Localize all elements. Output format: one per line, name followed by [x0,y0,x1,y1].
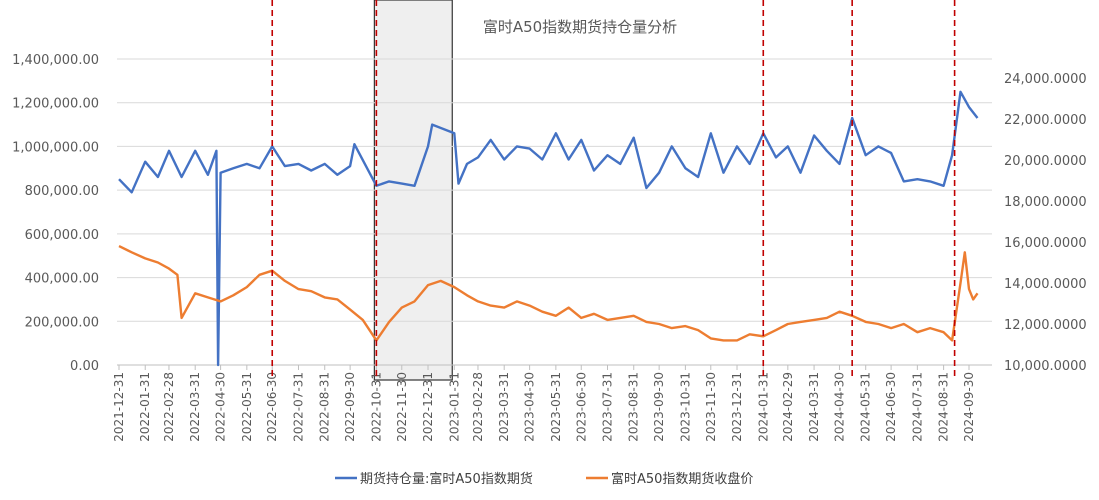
left-y-axis: 0.00 200,000.00 400,000.00 600,000.00 800,00… [12,53,99,374]
x-axis-tick-label: 2024-02-29 [781,372,795,442]
x-axis-tick-label: 2024-07-31 [910,372,924,442]
gridlines [117,58,992,366]
legend-item-close-price[interactable]: 富时A50指数期货收盘价 [586,471,753,487]
left-axis-tick-label: 1,000,000.00 [12,140,99,155]
x-axis-tick-label: 2022-09-30 [343,372,357,442]
x-axis-tick-label: 2022-06-30 [265,372,279,442]
x-axis-tick-label: 2023-09-30 [652,372,666,442]
right-axis-tick-label: 14,000.0000 [1004,277,1087,292]
x-axis-tick-label: 2022-03-31 [188,372,202,442]
left-axis-tick-label: 1,200,000.00 [12,97,99,112]
x-axis-tick-label: 2022-08-31 [318,372,332,442]
x-axis-tick-label: 2022-01-31 [138,372,152,442]
x-axis-tick-label: 2024-04-30 [832,372,846,442]
x-axis-tick-label: 2024-06-30 [884,372,898,442]
x-axis-tick-label: 2023-07-31 [600,372,614,442]
right-axis-tick-label: 12,000.0000 [1004,318,1087,333]
x-axis-tick-label: 2023-08-31 [627,372,641,442]
x-axis-tick-label: 2024-09-30 [962,372,976,442]
left-axis-tick-label: 800,000.00 [25,184,99,199]
x-axis-tick-label: 2023-11-30 [704,372,718,442]
x-axis-tick-label: 2023-04-30 [523,372,537,442]
x-axis-tick-label: 2023-03-31 [497,372,511,442]
legend: 期货持仓量:富时A50指数期货 富时A50指数期货收盘价 [335,471,753,487]
right-axis-tick-label: 24,000.0000 [1004,72,1087,87]
x-axis-tick-label: 2023-02-28 [471,372,485,442]
series-lines [118,90,979,367]
x-axis-tick-label: 2023-06-30 [574,372,588,442]
chart-title: 富时A50指数期货持仓量分析 [483,18,677,36]
x-axis-tick-label: 2022-02-28 [162,372,176,442]
left-axis-tick-label: 200,000.00 [25,315,99,330]
right-axis-tick-label: 20,000.0000 [1004,154,1087,169]
x-axis-tick-label: 2024-03-31 [807,372,821,442]
legend-item-open-interest[interactable]: 期货持仓量:富时A50指数期货 [335,471,533,487]
left-axis-tick-label: 0.00 [70,359,99,374]
left-axis-tick-label: 1,400,000.00 [12,53,99,68]
legend-label: 富时A50指数期货收盘价 [611,471,753,487]
x-axis-tick-label: 2022-05-31 [240,372,254,442]
x-axis-tick-label: 2023-01-31 [447,372,461,442]
right-axis-tick-label: 16,000.0000 [1004,236,1087,251]
x-axis-tick-label: 2023-12-31 [730,372,744,442]
x-axis-tick-label: 2024-05-31 [859,372,873,442]
x-axis-tick-label: 2022-10-31 [369,372,383,442]
x-axis-tick-label: 2022-12-31 [421,372,435,442]
legend-label: 期货持仓量:富时A50指数期货 [360,471,533,487]
close-price-line [118,245,979,342]
x-axis: 2021-12-31 2022-01-31 2022-02-28 2022-03-31… [112,365,976,442]
x-axis-tick-label: 2021-12-31 [112,372,126,442]
x-axis-tick-label: 2023-05-31 [549,372,563,442]
x-axis-tick-label: 2022-04-30 [214,372,228,442]
x-axis-tick-label: 2022-11-30 [395,372,409,442]
right-axis-tick-label: 22,000.0000 [1004,113,1087,128]
x-axis-tick-label: 2022-07-31 [291,372,305,442]
left-axis-tick-label: 400,000.00 [25,272,99,287]
open-interest-line [118,90,979,367]
x-axis-tick-label: 2024-01-31 [756,372,770,442]
event-marker-lines [271,0,956,380]
right-axis-tick-label: 18,000.0000 [1004,195,1087,210]
x-axis-tick-label: 2024-08-31 [937,372,951,442]
x-axis-tick-label: 2023-10-31 [678,372,692,442]
right-axis-tick-label: 10,000.0000 [1004,359,1087,374]
right-y-axis: 10,000.0000 12,000.0000 14,000.0000 16,000.… [1004,72,1087,374]
left-axis-tick-label: 600,000.00 [25,228,99,243]
